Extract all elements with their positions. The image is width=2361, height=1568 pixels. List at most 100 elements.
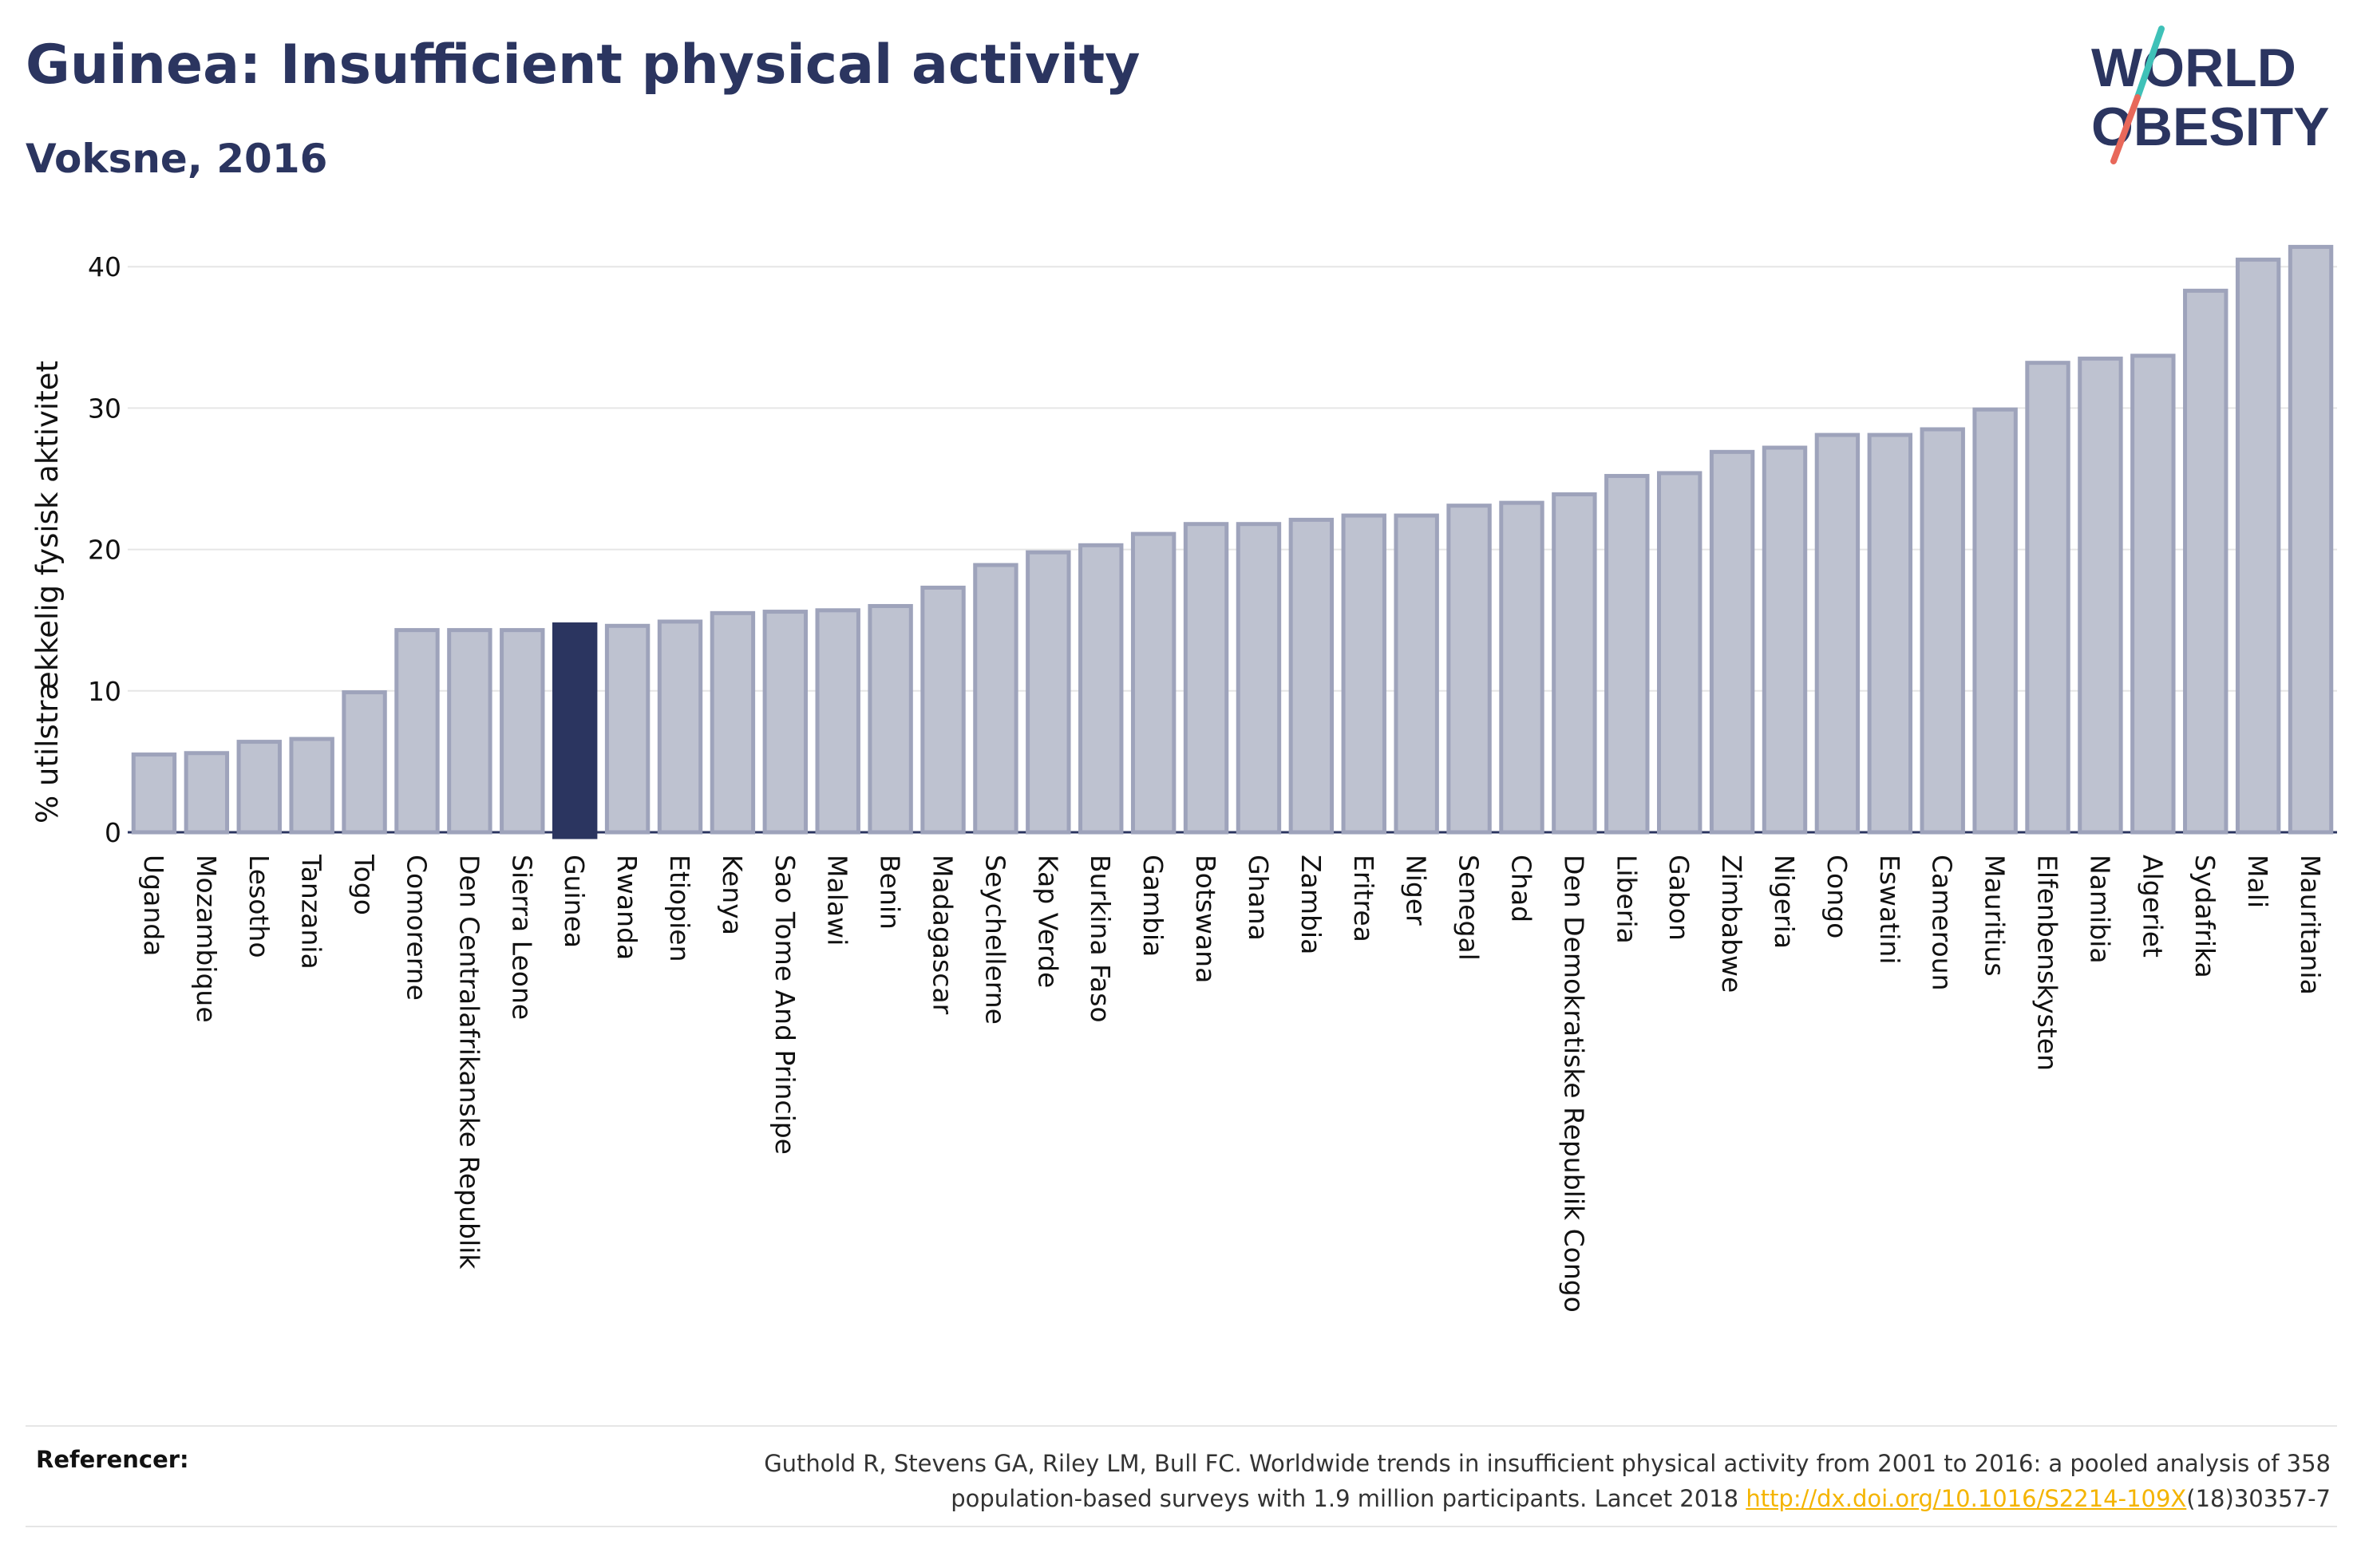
- x-tick-label: Chad: [1505, 855, 1536, 922]
- bar-comorerne: [394, 628, 440, 835]
- x-tick-label: Burkina Faso: [1085, 855, 1116, 1023]
- bar-kenya: [710, 610, 756, 835]
- x-tick-label: Algeriet: [2137, 855, 2168, 958]
- x-tick-label: Niger: [1401, 855, 1432, 926]
- bar-uganda: [131, 752, 177, 835]
- bar-ghana: [1236, 522, 1282, 835]
- y-tick-label: 30: [88, 393, 121, 424]
- references-label: Referencer:: [36, 1446, 189, 1473]
- x-tick-label: Elfenbenskysten: [2032, 855, 2063, 1071]
- x-tick-label: Cameroun: [1927, 855, 1958, 991]
- footer-divider-top: [26, 1425, 2337, 1427]
- y-tick-label: 20: [88, 535, 121, 566]
- x-tick-label: Namibia: [2084, 855, 2115, 964]
- bar-liberia: [1604, 473, 1650, 835]
- x-tick-labels: Uganda Mozambique Lesotho Tanzania Togo Comor…: [138, 854, 2326, 1313]
- x-tick-label: Malawi: [822, 855, 853, 946]
- bar-guinea: [552, 622, 598, 839]
- bar-zambia: [1288, 517, 1335, 835]
- bar-burkina-faso: [1078, 543, 1124, 835]
- bar-madagascar: [920, 585, 966, 835]
- x-tick-label: Benin: [875, 855, 906, 930]
- bar-gambia: [1130, 531, 1177, 835]
- footer-divider-bottom: [26, 1526, 2337, 1527]
- x-tick-label: Sydafrika: [2189, 855, 2221, 978]
- bar-nigeria: [1762, 445, 1808, 835]
- y-tick-label: 40: [88, 251, 121, 282]
- x-tick-label: Eritrea: [1348, 855, 1379, 942]
- bar-mauritania: [2288, 244, 2334, 835]
- bar-mali: [2235, 257, 2281, 835]
- x-tick-label: Gambia: [1137, 855, 1169, 957]
- x-tick-label: Rwanda: [611, 855, 643, 960]
- bar-rwanda: [604, 623, 651, 835]
- x-tick-label: Nigeria: [1769, 855, 1800, 949]
- bar-kap-verde: [1026, 550, 1071, 835]
- x-tick-label: Guinea: [559, 855, 590, 948]
- x-tick-label: Seychellerne: [979, 855, 1010, 1025]
- bar-lesotho: [236, 740, 282, 835]
- x-tick-label: Botswana: [1190, 855, 1221, 983]
- x-tick-label: Lesotho: [243, 855, 275, 958]
- bar-congo: [1814, 432, 1861, 835]
- bar-eswatini: [1867, 432, 1913, 835]
- x-tick-label: Madagascar: [927, 855, 959, 1015]
- x-tick-label: Etiopien: [664, 855, 695, 962]
- bar-gabon: [1656, 471, 1703, 835]
- bar-den-demokratiske-republik-congo: [1552, 492, 1597, 835]
- bar-niger: [1394, 513, 1439, 835]
- bar-sydafrika: [2183, 288, 2229, 835]
- x-tick-label: Mozambique: [191, 855, 222, 1023]
- y-tick-labels: 0 10 20 30 40: [88, 251, 121, 848]
- x-tick-label: Ghana: [1243, 855, 1274, 941]
- x-tick-label: Den Demokratiske Republik Congo: [1558, 855, 1589, 1313]
- doi-link[interactable]: http://dx.doi.org/10.1016/S2214-109X: [1746, 1485, 2187, 1512]
- bar-etiopien: [657, 619, 703, 835]
- x-tick-label: Zambia: [1295, 855, 1327, 954]
- x-tick-label: Den Centralafrikanske Republik: [453, 855, 484, 1270]
- x-tick-label: Kenya: [717, 855, 748, 935]
- bar-benin: [868, 603, 913, 835]
- x-tick-label: Uganda: [138, 855, 169, 956]
- x-tick-label: Kap Verde: [1032, 855, 1063, 988]
- x-tick-label: Zimbabwe: [1716, 855, 1747, 993]
- bar-den-centralafrikanske-republik: [447, 628, 492, 835]
- page-title: Guinea: Insufficient physical activity: [26, 34, 1141, 97]
- bar-sao-tome-and-principe: [762, 610, 809, 835]
- x-tick-label: Senegal: [1453, 855, 1485, 961]
- bar-algeriet: [2130, 353, 2176, 835]
- bars: [131, 244, 2334, 839]
- x-tick-label: Tanzania: [296, 854, 327, 970]
- bar-botswana: [1183, 522, 1229, 835]
- bar-seychellerne: [973, 563, 1018, 835]
- x-tick-label: Mauritius: [1979, 855, 2011, 977]
- bar-malawi: [815, 608, 860, 835]
- gridlines: [128, 266, 2337, 834]
- bar-eritrea: [1341, 513, 1386, 835]
- y-axis-title: % utilstrækkelig fysisk aktivitet: [30, 361, 65, 823]
- page-subtitle: Voksne, 2016: [26, 136, 328, 182]
- bar-tanzania: [289, 737, 334, 835]
- bar-cameroun: [1920, 427, 1965, 835]
- x-tick-label: Gabon: [1663, 855, 1695, 941]
- reference-line-1: Guthold R, Stevens GA, Riley LM, Bull FC…: [764, 1450, 2331, 1477]
- x-tick-label: Mali: [2242, 855, 2273, 908]
- bar-chart: 0 10 20 30 40 Uganda Mozambique Lesotho Tanzani…: [30, 244, 2337, 1313]
- bar-elfenbenskysten: [2025, 361, 2070, 835]
- bar-mauritius: [1972, 407, 2018, 835]
- bar-mozambique: [184, 751, 230, 835]
- bar-sierra-leone: [500, 628, 545, 835]
- x-tick-label: Congo: [1821, 855, 1853, 938]
- x-tick-label: Sierra Leone: [506, 855, 537, 1020]
- reference-line-2: population-based surveys with 1.9 millio…: [951, 1485, 1746, 1512]
- bar-zimbabwe: [1709, 449, 1755, 835]
- x-tick-label: Mauritania: [2295, 855, 2326, 995]
- y-tick-label: 0: [105, 817, 121, 848]
- bar-togo: [342, 690, 387, 835]
- bar-chad: [1499, 500, 1544, 835]
- x-tick-label: Sao Tome And Principe: [769, 855, 801, 1155]
- reference-line-2-end: (18)30357-7: [2186, 1485, 2331, 1512]
- bar-senegal: [1446, 504, 1492, 835]
- reference-text: Guthold R, Stevens GA, Riley LM, Bull FC…: [415, 1446, 2331, 1516]
- x-tick-label: Comorerne: [401, 855, 432, 1001]
